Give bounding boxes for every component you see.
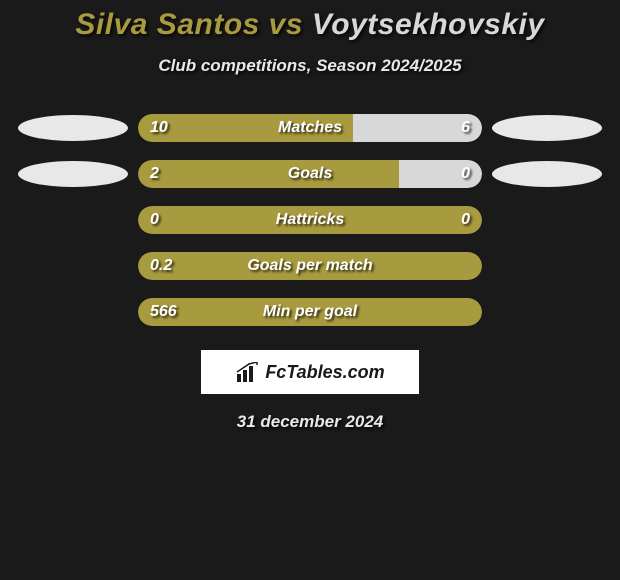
stat-label: Hattricks [276, 211, 344, 229]
stat-row: 10 Matches 6 [10, 114, 610, 142]
stat-row: 0 Hattricks 0 [10, 206, 610, 234]
stat-label: Min per goal [263, 303, 357, 321]
stat-value-left: 2 [150, 165, 159, 183]
vs-separator: vs [260, 8, 312, 41]
player1-badge [18, 115, 128, 141]
stat-value-left: 0.2 [150, 257, 172, 275]
stat-bar: 10 Matches 6 [138, 114, 482, 142]
stat-value-right: 6 [461, 119, 470, 137]
stat-row: 2 Goals 0 [10, 160, 610, 188]
bar-fill-left [138, 160, 399, 188]
subtitle: Club competitions, Season 2024/2025 [0, 56, 620, 76]
player2-badge [492, 115, 602, 141]
stat-row: 0.2 Goals per match [10, 252, 610, 280]
date-label: 31 december 2024 [0, 412, 620, 432]
stat-bar: 566 Min per goal [138, 298, 482, 326]
stat-value-right: 0 [461, 165, 470, 183]
stat-row: 566 Min per goal [10, 298, 610, 326]
stat-bar: 2 Goals 0 [138, 160, 482, 188]
player1-name: Silva Santos [75, 8, 259, 41]
stat-bar: 0.2 Goals per match [138, 252, 482, 280]
player1-badge [18, 161, 128, 187]
stat-value-left: 566 [150, 303, 177, 321]
stat-rows: 10 Matches 6 2 Goals 0 0 Hattricks 0 0.2 Goals per… [0, 114, 620, 326]
stat-value-right: 0 [461, 211, 470, 229]
stat-value-left: 10 [150, 119, 168, 137]
stat-value-left: 0 [150, 211, 159, 229]
stat-label: Goals per match [247, 257, 372, 275]
stat-label: Matches [278, 119, 342, 137]
brand-name: FcTables.com [265, 362, 384, 383]
stat-bar: 0 Hattricks 0 [138, 206, 482, 234]
comparison-infographic: Silva Santos vs Voytsekhovskiy Club comp… [0, 0, 620, 432]
player2-name: Voytsekhovskiy [312, 8, 545, 41]
stat-label: Goals [288, 165, 332, 183]
brand-logo: FcTables.com [201, 350, 419, 394]
player2-badge [492, 161, 602, 187]
page-title: Silva Santos vs Voytsekhovskiy [0, 8, 620, 42]
chart-icon [235, 362, 259, 382]
